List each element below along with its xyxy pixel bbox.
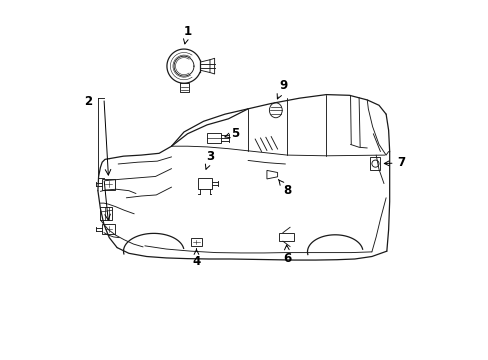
Text: 5: 5 xyxy=(224,127,239,140)
Text: 8: 8 xyxy=(278,179,290,197)
Text: 6: 6 xyxy=(283,245,291,265)
Text: 2: 2 xyxy=(84,95,93,108)
Text: 3: 3 xyxy=(205,150,214,169)
Text: 1: 1 xyxy=(183,25,191,44)
Text: 7: 7 xyxy=(384,157,405,170)
Text: 4: 4 xyxy=(192,249,200,268)
Text: 9: 9 xyxy=(277,79,287,99)
